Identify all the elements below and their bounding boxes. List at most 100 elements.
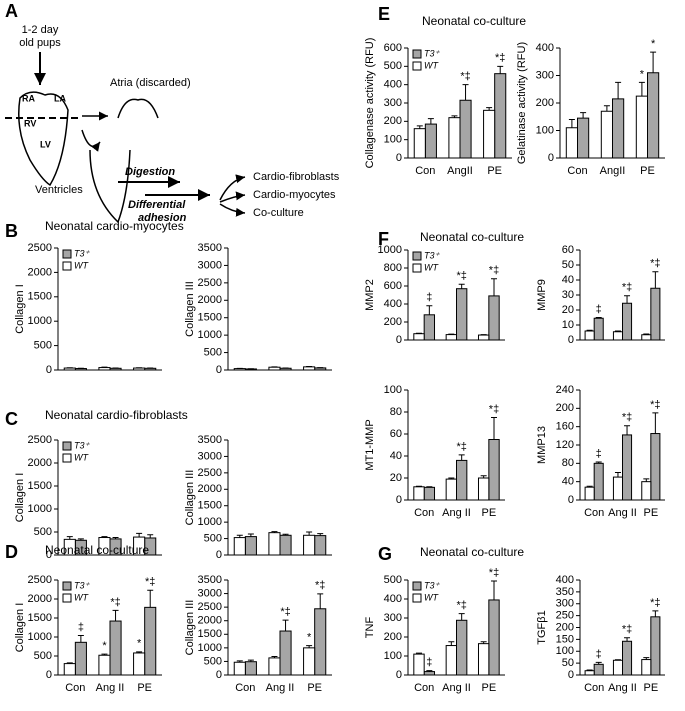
y-tick-label: 200 — [384, 115, 402, 127]
error-bar — [586, 485, 593, 488]
x-tick-label: PE — [487, 165, 502, 177]
significance: * — [307, 632, 312, 644]
bar — [584, 486, 595, 501]
label: Ventricles — [35, 184, 83, 196]
bar — [593, 462, 604, 501]
bar — [98, 654, 111, 676]
y-tick-label: 500 — [384, 574, 402, 586]
atria — [117, 98, 159, 119]
bar — [488, 599, 500, 676]
bar — [314, 367, 327, 371]
error-bar — [624, 295, 631, 304]
y-tick-label: 60 — [390, 428, 402, 440]
legend-swatch — [412, 251, 422, 261]
y-tick-label: 250 — [556, 610, 574, 622]
chart: B Neonatal cardio-myocytes 0 500 1000 1500 200… — [5, 219, 184, 376]
y-tick-label: 20 — [562, 304, 574, 316]
y-tick-label: 200 — [556, 402, 574, 414]
significance: *‡ — [456, 270, 466, 282]
y-axis-label: Collagen I — [14, 603, 26, 653]
y-tick-label: 0 — [568, 494, 574, 506]
bar — [303, 534, 316, 556]
error-bar — [282, 619, 289, 632]
significance: *‡ — [622, 282, 632, 294]
arrow — [219, 174, 246, 201]
error-bar — [603, 105, 610, 112]
chart: C Neonatal cardio-fibroblasts 0 500 1000 1500… — [5, 408, 188, 561]
label: Digestion — [125, 166, 175, 178]
bar — [577, 117, 590, 159]
error-bar — [415, 485, 422, 487]
error-bar — [317, 593, 324, 609]
chamber: RV — [24, 118, 36, 128]
chart-title: Neonatal co-culture — [420, 545, 524, 559]
y-axis-label: Gelatinase activity (RFU) — [516, 42, 528, 164]
y-tick-label: 800 — [384, 262, 402, 274]
y-tick-label: 40 — [390, 450, 402, 462]
legend-label: WT — [74, 452, 89, 462]
y-tick-label: 1000 — [198, 516, 222, 528]
error-bar — [480, 641, 487, 644]
label: Cardio-myocytes — [253, 189, 336, 201]
y-tick-label: 1000 — [28, 631, 52, 643]
bar — [593, 317, 604, 341]
x-tick-label: PE — [481, 507, 496, 519]
error-bar — [282, 533, 289, 536]
legend-swatch — [62, 441, 72, 451]
y-tick-label: 400 — [556, 574, 574, 586]
y-tick-label: 1000 — [198, 329, 222, 341]
error-bar — [136, 532, 143, 538]
bar — [279, 534, 292, 556]
chart: 0 10 20 30 40 50 60 MMP9 ‡ *‡ *‡ — [536, 244, 665, 346]
error-bar — [638, 81, 645, 97]
significance: *‡ — [650, 399, 660, 411]
error-bar — [652, 412, 659, 434]
bar — [612, 331, 624, 341]
y-tick-label: 1500 — [28, 291, 52, 303]
x-tick-label: Con — [415, 165, 435, 177]
error-bar — [643, 657, 650, 660]
bar — [650, 433, 661, 501]
legend-label: WT — [424, 592, 439, 602]
label: adhesion — [138, 212, 187, 224]
y-tick-label: 1500 — [198, 312, 222, 324]
y-tick-label: 0 — [46, 364, 52, 376]
bar — [565, 127, 578, 159]
bar — [483, 109, 496, 159]
error-bar — [247, 659, 254, 662]
x-tick-label: Con — [414, 507, 434, 519]
y-axis-label: TGFβ1 — [536, 610, 548, 644]
error-bar — [271, 531, 278, 533]
x-tick-label: Ang II — [608, 507, 637, 519]
error-bar — [568, 119, 575, 128]
y-tick-label: 1500 — [28, 480, 52, 492]
significance: *‡ — [650, 597, 660, 609]
bar — [144, 367, 157, 371]
bar — [647, 72, 660, 159]
significance: ‡ — [596, 648, 602, 660]
legend-swatch — [412, 61, 422, 71]
y-tick-label: 3500 — [198, 574, 222, 586]
legend-swatch — [62, 453, 72, 463]
bar — [268, 366, 281, 371]
y-tick-label: 0 — [396, 494, 402, 506]
y-tick-label: 400 — [384, 298, 402, 310]
significance: *‡ — [622, 624, 632, 636]
significance: *‡ — [489, 265, 499, 277]
y-tick-label: 2000 — [198, 294, 222, 306]
y-tick-label: 150 — [556, 633, 574, 645]
y-tick-label: 400 — [384, 79, 402, 91]
error-bar — [271, 656, 278, 658]
bar — [622, 640, 633, 676]
error-bar — [448, 477, 455, 480]
y-tick-label: 500 — [204, 532, 222, 544]
y-tick-label: 200 — [536, 97, 554, 109]
bar — [109, 367, 122, 371]
x-tick-label: Ang II — [442, 682, 471, 694]
bar — [456, 288, 468, 341]
error-bar — [77, 538, 84, 541]
y-tick-label: 2500 — [198, 467, 222, 479]
significance: *‡ — [650, 258, 660, 270]
bar — [63, 663, 76, 676]
significance: * — [102, 640, 107, 652]
